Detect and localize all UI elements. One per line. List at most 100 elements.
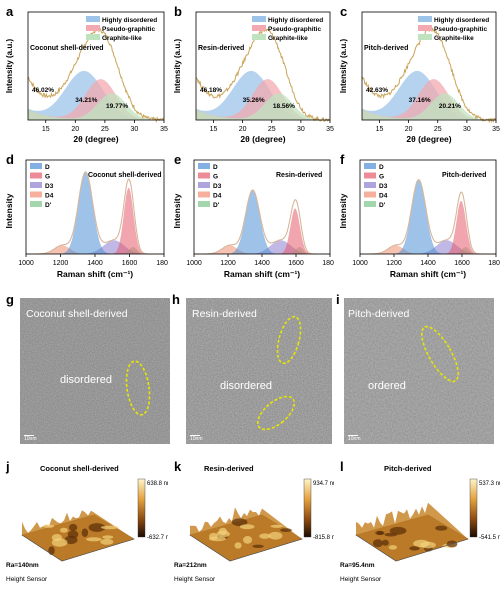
raman-panel-d: d 1000 1200 1400 1600 1800 Raman shift (cm⁻¹) I… [0,150,172,282]
scale-bar [348,434,358,436]
pseudo-graphitic-peak [196,79,330,120]
xrd-svg: c 15 20 25 30 35 2θ (degree) Intensity (a.u.) Pi… [339,4,500,144]
x-tick-label: 1600 [454,260,470,267]
afm-feature [381,539,389,546]
tem-texture [344,298,494,444]
color-bar [137,478,146,538]
afm-panel-l: l Pitch-derived 537.3 nm -541.5 nm Ra=95.4nm… [334,455,500,589]
panel-label-h: h [172,292,180,307]
panel-label: d [6,152,14,167]
afm-axis [395,538,469,562]
x-tick-label: 20 [405,126,413,133]
legend-swatch [364,191,376,198]
afm-feature [216,530,230,538]
chart-title: Pitch-derived [364,45,408,52]
tem-region-label: disordered [220,380,272,392]
legend-label: D [45,164,50,171]
legend-label: D3 [45,183,54,190]
legend-label: Highly disordered [268,17,323,24]
x-axis-label: Raman shift (cm⁻¹) [390,269,466,279]
pct-label: 35.26% [243,97,265,104]
panel-label: l [340,459,344,474]
pct-label: 20.21% [439,103,461,110]
legend-label: Graphite-like [102,35,142,42]
legend-label: Graphite-like [268,35,308,42]
afm-axis [355,534,397,562]
x-tick-label: 1200 [220,260,236,267]
xrd-panel-c: c 15 20 25 30 35 2θ (degree) Intensity (a.u.) Pi… [334,0,500,150]
scale-bar-label: 10nm [24,436,37,442]
x-axis-label: Raman shift (cm⁻¹) [224,269,300,279]
afm-feature [102,535,114,539]
afm-feature [88,523,106,532]
x-tick-label: 15 [42,126,50,133]
panel-label: a [6,4,14,19]
G-peak [360,200,496,254]
highlight-ellipse [276,315,302,365]
afm-feature [259,533,271,539]
chart-title: Pitch-derived [442,172,486,179]
pct-label: 46.18% [200,87,222,94]
x-axis-label: 2θ (degree) [406,134,451,144]
raman-panel-f: f 1000 1200 1400 1600 1800 Raman shift (cm⁻¹) I… [334,150,500,282]
legend-swatch [86,34,100,40]
afm-axis [229,538,303,562]
D-peak [194,190,330,254]
tem-texture [20,298,170,444]
panel-label: b [174,4,182,19]
legend-label: D' [213,202,220,209]
legend-label: D3 [213,183,222,190]
legend-swatch [252,34,266,40]
raman-svg: e 1000 1200 1400 1600 1800 Raman shift (cm⁻¹) I… [172,152,338,279]
afm-feature [51,538,68,547]
colorbar-min: -632.7 nm [147,535,168,541]
legend-label: D [379,164,384,171]
xrd-svg: a 15 20 25 30 35 2θ (degree) Intensity (a.u.) Co… [5,4,168,144]
raman-sum-line [360,179,496,255]
pct-label: 18.56% [273,103,295,110]
colorbar-min: -815.8 nm [313,535,334,541]
y-axis-label: Intensity (a.u.) [339,39,348,94]
tem-title: Resin-derived [192,308,257,320]
x-tick-label: 30 [297,126,305,133]
legend-label: Highly disordered [434,17,489,24]
x-axis-label: 2θ (degree) [73,134,118,144]
D-peak [360,180,496,254]
highlight-ellipse [256,395,296,431]
pct-label: 34.21% [75,97,97,104]
pct-label: 37.16% [409,97,431,104]
raman-sum-line [26,171,164,255]
legend-label: D' [45,202,52,209]
legend-swatch [198,172,210,179]
x-tick-label: 35 [160,126,168,133]
x-tick-label: 1800 [156,260,168,267]
afm-panel-j: j Coconut shell-derived 638.8 nm -632.7 nm R… [0,455,174,589]
tem-image-pitch: Pitch-derived ordered 10nm [344,298,494,444]
afm-feature [67,530,79,539]
chart-title: Coconut shell-derived [30,45,104,52]
legend-swatch [30,163,42,169]
legend-label: D3 [379,183,388,190]
x-tick-label: 25 [101,126,109,133]
afm-axis [21,534,63,562]
afm-title: Resin-derived [204,464,254,473]
legend-swatch [418,34,432,40]
afm-feature [409,546,420,551]
afm-feature [48,546,55,556]
afm-feature [234,542,242,549]
scale-bar-label: 10nm [190,436,203,442]
x-tick-label: 1200 [386,260,402,267]
legend-label: D4 [45,193,54,200]
afm-feature [43,524,55,528]
x-tick-label: 1400 [254,260,270,267]
afm-feature [69,523,78,532]
afm-feature [252,544,264,548]
tem-region-label: ordered [368,380,406,392]
afm-feature [243,536,253,544]
legend-swatch [30,201,42,207]
plot-frame [361,11,497,121]
D4-peak [194,245,330,254]
sensor-label: Height Sensor [174,576,216,583]
afm-title: Pitch-derived [384,464,432,473]
afm-feature [389,526,407,535]
